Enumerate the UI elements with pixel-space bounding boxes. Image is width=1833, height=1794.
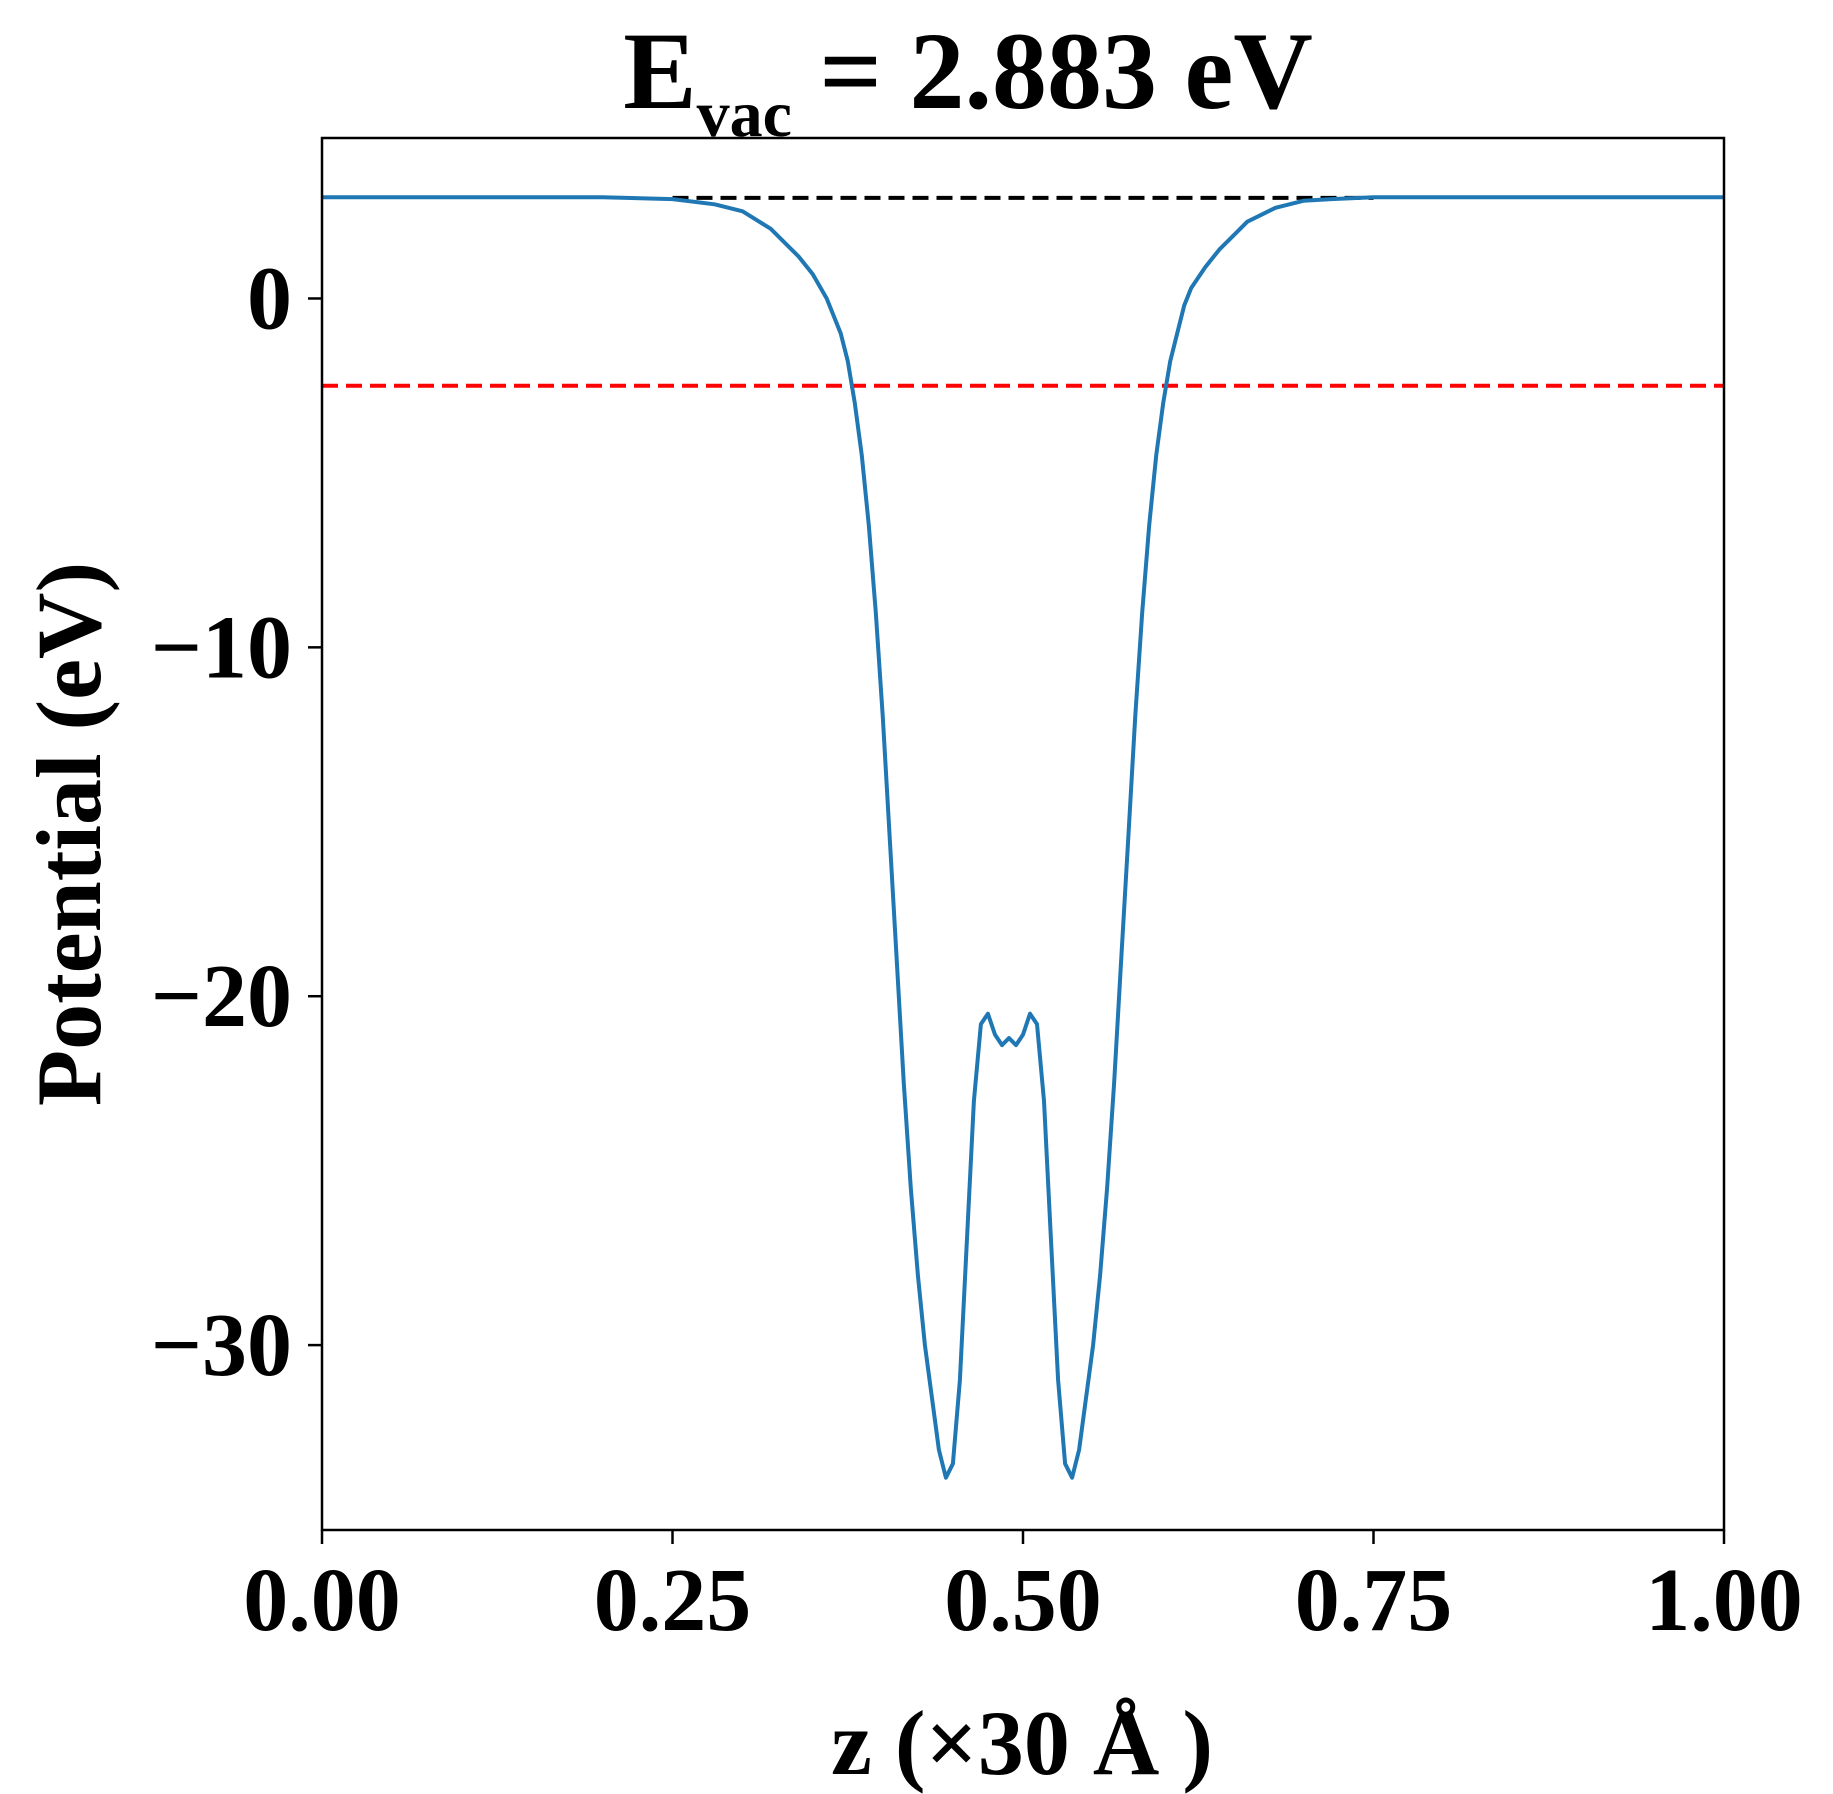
y-tick-label: 0 (247, 249, 292, 348)
x-axis-ticks: 0.00 0.25 0.50 0.75 1.00 (243, 1530, 1803, 1650)
series-line-0 (322, 195, 1724, 1480)
plot-layer (322, 195, 1724, 1480)
x-tick-label: 0.75 (1295, 1551, 1453, 1650)
plot-frame (320, 136, 1726, 1532)
x-tick-label: 0.50 (944, 1551, 1102, 1650)
x-axis-label: z (×30 Å ) (831, 1692, 1213, 1794)
y-tick-label: −20 (151, 947, 292, 1046)
y-axis-label: Potential (eV) (18, 562, 120, 1106)
y-axis-ticks: 0 −10 −20 −30 (151, 249, 322, 1395)
y-tick-label: −30 (151, 1296, 292, 1395)
x-tick-label: 0.00 (243, 1551, 401, 1650)
y-tick-label: −10 (151, 598, 292, 697)
x-tick-label: 1.00 (1645, 1551, 1803, 1650)
chart-title: Evac = 2.883 eV (623, 10, 1313, 151)
title-subscript: vac (697, 78, 792, 151)
x-tick-label: 0.25 (594, 1551, 752, 1650)
title-prefix: E (623, 10, 696, 132)
title-suffix: = 2.883 eV (792, 10, 1313, 132)
